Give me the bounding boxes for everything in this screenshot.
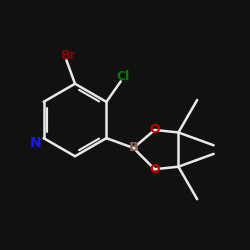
Text: N: N — [30, 136, 41, 150]
Text: O: O — [149, 124, 160, 136]
Text: B: B — [128, 142, 138, 154]
Text: Cl: Cl — [116, 70, 130, 84]
Text: O: O — [149, 163, 160, 176]
Text: Br: Br — [60, 49, 76, 62]
